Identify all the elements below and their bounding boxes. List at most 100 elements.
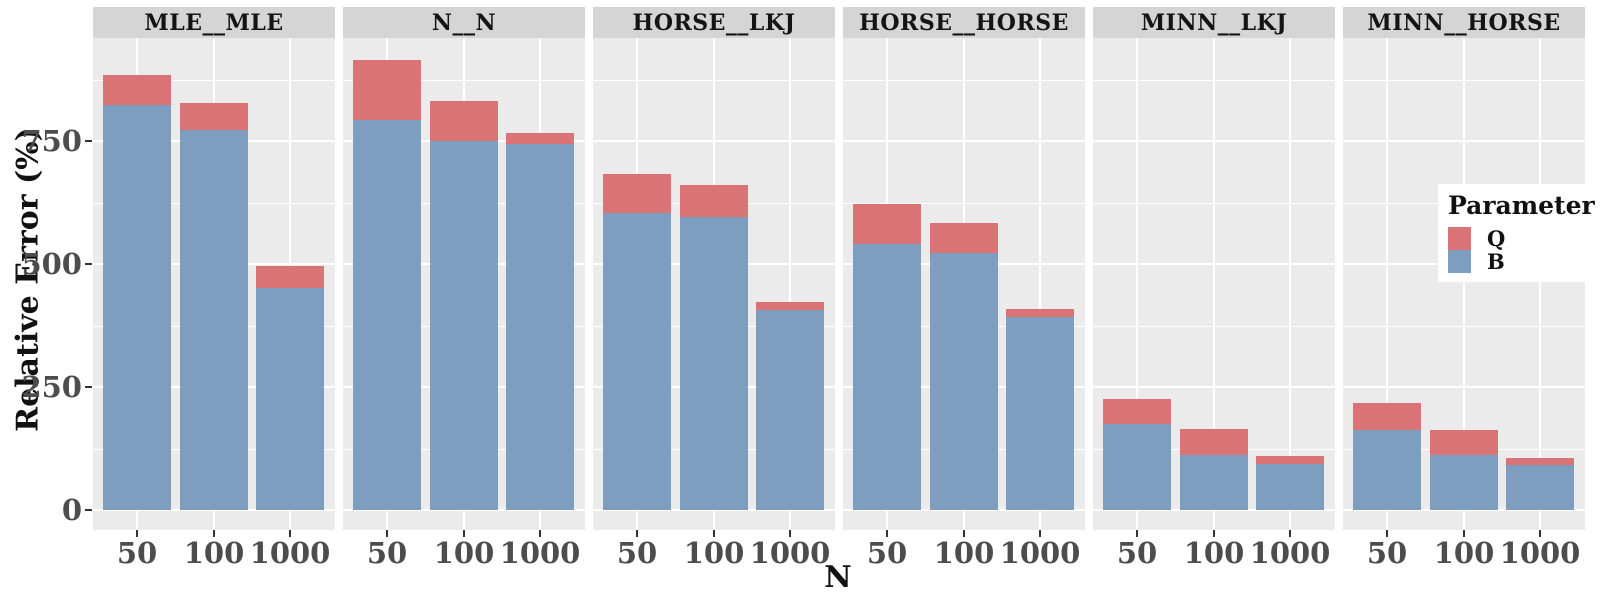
- bar-segment-b: [1006, 317, 1074, 510]
- x-tick-label: 100: [183, 536, 245, 570]
- bar-segment-b: [1103, 423, 1171, 510]
- bar-segment-q: [1006, 309, 1074, 318]
- x-tick-mark: [886, 530, 888, 537]
- gridline-major: [1343, 509, 1585, 511]
- bar-segment-b: [1180, 455, 1248, 510]
- stacked-bar: [930, 223, 998, 510]
- gridline-minor: [1343, 79, 1585, 81]
- gridline-vertical: [789, 38, 791, 530]
- bar-segment-q: [1180, 428, 1248, 456]
- bar-segment-b: [103, 104, 171, 510]
- bar-segment-q: [930, 223, 998, 254]
- bar-segment-b: [1506, 465, 1574, 510]
- bar-segment-b: [603, 212, 671, 510]
- gridline-minor: [1093, 325, 1335, 327]
- gridline-minor: [843, 202, 1085, 204]
- bar-segment-q: [680, 184, 748, 218]
- bar-segment-q: [180, 103, 248, 131]
- stacked-bar: [103, 74, 171, 510]
- stacked-bar: [353, 59, 421, 510]
- x-tick-label: 50: [616, 536, 658, 570]
- gridline-major: [593, 140, 835, 142]
- y-tick-mark: [85, 140, 92, 142]
- stacked-bar: [1430, 430, 1498, 510]
- stacked-bar: [1180, 428, 1248, 510]
- gridline-major: [1093, 263, 1335, 265]
- legend-item: B: [1448, 249, 1600, 273]
- x-tick-label: 1000: [499, 536, 581, 570]
- bar-segment-b: [930, 253, 998, 510]
- stacked-bar: [1006, 309, 1074, 510]
- gridline-major: [343, 509, 585, 511]
- bar-segment-b: [256, 287, 324, 510]
- y-tick-label: 500: [21, 247, 82, 281]
- bar-segment-b: [756, 310, 824, 510]
- x-tick-label: 100: [683, 536, 745, 570]
- facet-panel: [1093, 38, 1335, 530]
- gridline-major: [843, 140, 1085, 142]
- bar-segment-q: [430, 101, 498, 141]
- y-tick-label: 250: [21, 370, 82, 404]
- x-tick-mark: [213, 530, 215, 537]
- x-tick-mark: [713, 530, 715, 537]
- x-tick-label: 100: [433, 536, 495, 570]
- bar-segment-b: [1353, 429, 1421, 510]
- gridline-minor: [1093, 202, 1335, 204]
- gridline-vertical: [1039, 38, 1041, 530]
- gridline-minor: [593, 79, 835, 81]
- x-tick-label: 50: [1366, 536, 1408, 570]
- gridline-major: [1093, 140, 1335, 142]
- legend-item-label: Q: [1487, 225, 1506, 251]
- x-tick-mark: [463, 530, 465, 537]
- x-tick-mark: [1539, 530, 1541, 537]
- bar-segment-b: [506, 143, 574, 510]
- x-tick-label: 1000: [1499, 536, 1581, 570]
- stacked-bar: [680, 184, 748, 510]
- x-tick-mark: [1386, 530, 1388, 537]
- gridline-major: [1093, 509, 1335, 511]
- x-axis: 50 100 1000: [93, 530, 335, 575]
- bar-segment-q: [1506, 457, 1574, 466]
- facet-panel: [593, 38, 835, 530]
- x-tick-mark: [1463, 530, 1465, 537]
- x-axis: 50 100 1000: [1093, 530, 1335, 575]
- legend-swatch-q: [1448, 226, 1471, 250]
- bar-segment-q: [103, 74, 171, 105]
- gridline-major: [93, 509, 335, 511]
- bar-segment-q: [506, 133, 574, 144]
- bar-segment-q: [756, 302, 824, 311]
- bar-segment-b: [853, 244, 921, 510]
- facet-strip-label: HORSE__HORSE: [843, 7, 1085, 38]
- bar-segment-q: [1256, 456, 1324, 464]
- gridline-vertical: [1289, 38, 1291, 530]
- legend-item: Q: [1448, 225, 1600, 251]
- facet: MINN__HORSE 50 100 1000: [1343, 7, 1585, 575]
- x-tick-mark: [1289, 530, 1291, 537]
- x-axis: 50 100 1000: [843, 530, 1085, 575]
- bar-segment-b: [430, 140, 498, 510]
- bar-segment-b: [180, 130, 248, 510]
- x-tick-mark: [386, 530, 388, 537]
- gridline-minor: [1343, 325, 1585, 327]
- facet-panel: [93, 38, 335, 530]
- stacked-bar: [430, 101, 498, 510]
- x-tick-label: 50: [1116, 536, 1158, 570]
- x-axis-title: N: [824, 560, 852, 595]
- x-tick-label: 1000: [249, 536, 331, 570]
- x-tick-label: 100: [933, 536, 995, 570]
- facet: MLE__MLE 50 100 1000: [93, 7, 335, 575]
- gridline-vertical: [1213, 38, 1215, 530]
- gridline-major: [1343, 140, 1585, 142]
- facet-panels: MLE__MLE 50 100 1000 N__N 50 100 1000 HORSE__LKJ…: [93, 7, 1585, 575]
- y-tick-mark: [85, 509, 92, 511]
- bar-segment-q: [1353, 402, 1421, 430]
- gridline-vertical: [1463, 38, 1465, 530]
- gridline-major: [843, 509, 1085, 511]
- bar-segment-b: [1430, 455, 1498, 510]
- legend-swatch-b: [1448, 249, 1471, 273]
- gridline-minor: [1093, 79, 1335, 81]
- x-tick-mark: [136, 530, 138, 537]
- facet-panel: [843, 38, 1085, 530]
- bar-segment-q: [853, 204, 921, 245]
- bar-segment-b: [1256, 463, 1324, 510]
